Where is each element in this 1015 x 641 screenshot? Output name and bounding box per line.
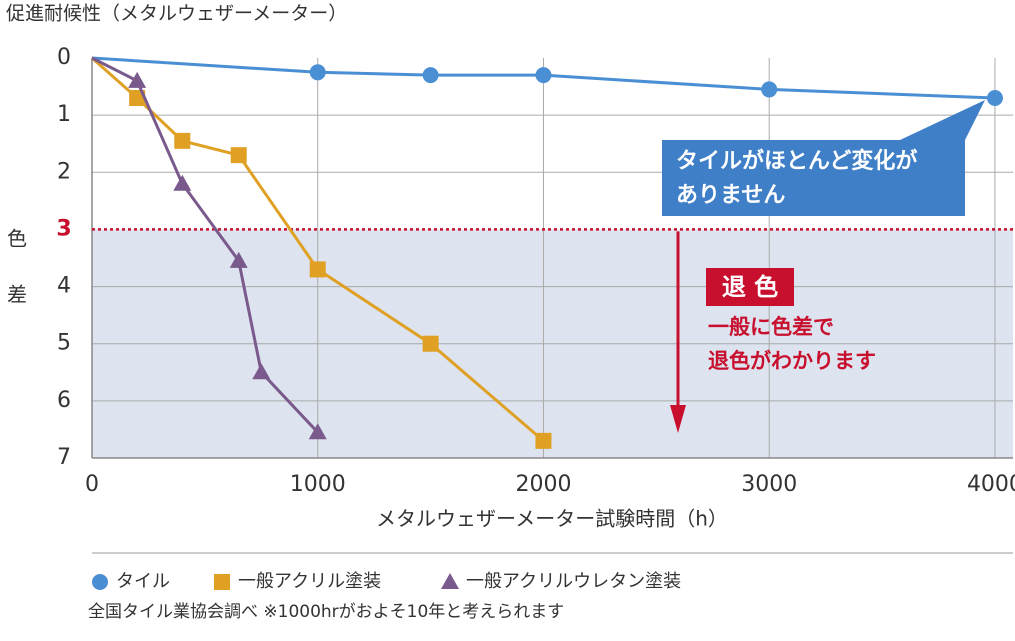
callout-pointer	[900, 100, 985, 140]
y-tick-label: 0	[57, 45, 71, 70]
chart-title: 促進耐候性（メタルウェザーメーター）	[6, 3, 347, 25]
marker	[129, 90, 146, 106]
legend-label: 一般アクリル塗装	[238, 570, 381, 592]
y-axis-label: 色差	[4, 228, 28, 340]
x-tick-label: 1000	[290, 472, 346, 497]
marker	[761, 81, 778, 98]
x-axis-label: メタルウェザーメーター試験時間（h）	[376, 507, 728, 531]
marker	[173, 174, 192, 191]
marker	[441, 573, 459, 589]
marker	[535, 432, 552, 449]
marker	[128, 71, 147, 88]
footnote: 全国タイル業協会調べ ※1000hrがおよそ10年と考えられます	[88, 602, 564, 622]
y-tick-label: 6	[57, 388, 71, 413]
marker	[535, 67, 552, 84]
y-tick-label: 2	[57, 159, 71, 184]
fade-label: 退 色	[722, 273, 778, 301]
fade-arrowhead	[670, 405, 686, 433]
marker	[309, 64, 326, 81]
x-tick-label: 3000	[741, 472, 797, 497]
y-tick-label: 4	[57, 274, 71, 299]
y-tick-label: 7	[57, 445, 71, 470]
callout-box	[662, 140, 965, 216]
marker	[986, 90, 1003, 106]
marker	[308, 423, 327, 440]
y-tick-label: 3	[56, 216, 71, 241]
series-line	[91, 56, 319, 434]
fade-label-box	[706, 268, 794, 306]
fade-note: 退色がわかります	[708, 349, 876, 373]
marker	[252, 363, 271, 380]
legend-label: タイル	[116, 571, 170, 592]
marker	[229, 251, 248, 268]
marker	[230, 147, 247, 164]
callout-text: ありません	[676, 183, 785, 208]
y-tick-label: 1	[57, 102, 71, 127]
marker	[422, 67, 439, 84]
legend-label: 一般アクリルウレタン塗装	[466, 570, 681, 592]
fade-note: 一般に色差で	[708, 315, 834, 339]
series-line	[91, 56, 995, 100]
marker	[309, 261, 326, 278]
x-tick-label: 4000	[967, 472, 1015, 497]
callout-text: タイルがほとんど変化が	[676, 148, 917, 174]
y-tick-label: 5	[57, 331, 71, 356]
marker	[214, 574, 230, 590]
marker	[174, 132, 191, 149]
x-tick-label: 0	[85, 472, 99, 497]
x-tick-label: 2000	[515, 472, 571, 497]
marker	[422, 335, 439, 352]
marker	[92, 574, 108, 590]
